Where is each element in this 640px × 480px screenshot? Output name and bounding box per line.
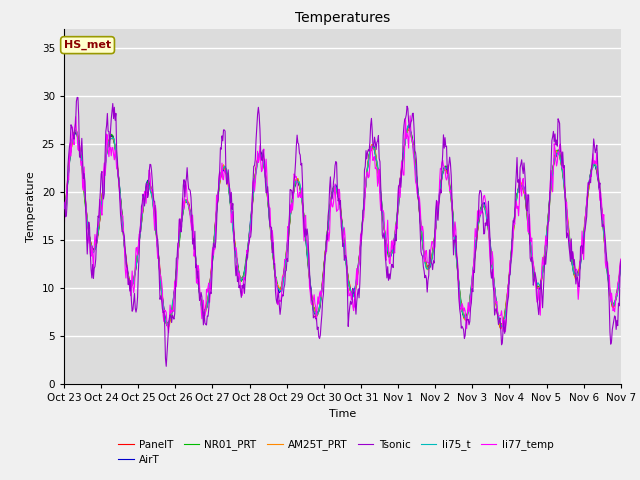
Tsonic (428, 261, 436, 267)
AM25T_PRT (70, 130, 78, 135)
PanelT (404, 127, 412, 133)
li75_t (214, 201, 221, 206)
X-axis label: Time: Time (329, 408, 356, 419)
li75_t (411, 160, 419, 166)
NR01_PRT (60, 219, 68, 225)
NR01_PRT (404, 124, 412, 130)
Tsonic (186, 186, 193, 192)
PanelT (428, 260, 435, 266)
PanelT (60, 216, 68, 222)
Tsonic (215, 178, 223, 183)
PanelT (617, 261, 625, 267)
Tsonic (60, 206, 68, 212)
PanelT (497, 326, 504, 332)
li77_temp (70, 142, 78, 147)
NR01_PRT (184, 200, 192, 206)
Line: AirT: AirT (64, 125, 621, 326)
NR01_PRT (70, 130, 78, 135)
NR01_PRT (411, 157, 419, 163)
AM25T_PRT (617, 261, 625, 266)
Text: HS_met: HS_met (64, 40, 111, 50)
AirT (214, 199, 221, 204)
li77_temp (60, 238, 68, 243)
AM25T_PRT (60, 220, 68, 226)
AM25T_PRT (497, 324, 504, 330)
Line: li75_t: li75_t (64, 125, 621, 326)
AM25T_PRT (411, 159, 419, 165)
Line: li77_temp: li77_temp (64, 116, 621, 333)
AM25T_PRT (428, 258, 435, 264)
PanelT (127, 281, 135, 287)
NR01_PRT (617, 257, 625, 263)
AirT (411, 159, 419, 165)
li75_t (127, 280, 135, 286)
Title: Temperatures: Temperatures (295, 11, 390, 25)
AirT (404, 122, 412, 128)
AM25T_PRT (406, 126, 413, 132)
Tsonic (70, 136, 78, 142)
Y-axis label: Temperature: Temperature (26, 171, 36, 242)
NR01_PRT (428, 258, 435, 264)
li77_temp (617, 256, 625, 262)
Tsonic (412, 150, 419, 156)
Line: PanelT: PanelT (64, 130, 621, 329)
NR01_PRT (214, 203, 221, 208)
li75_t (428, 260, 435, 265)
PanelT (184, 201, 192, 206)
li75_t (60, 216, 68, 222)
AirT (127, 282, 135, 288)
li77_temp (164, 330, 172, 336)
li75_t (617, 264, 625, 269)
li77_temp (428, 239, 436, 244)
li77_temp (406, 113, 414, 119)
NR01_PRT (497, 324, 504, 329)
AM25T_PRT (127, 283, 135, 288)
Line: Tsonic: Tsonic (64, 97, 621, 366)
PanelT (214, 201, 221, 206)
NR01_PRT (127, 284, 135, 289)
AirT (184, 201, 192, 206)
AirT (428, 259, 435, 264)
li77_temp (412, 179, 419, 185)
AirT (70, 131, 78, 136)
AirT (497, 323, 504, 329)
Line: AM25T_PRT: AM25T_PRT (64, 129, 621, 327)
PanelT (411, 156, 419, 161)
PanelT (70, 131, 78, 136)
Tsonic (617, 258, 625, 264)
AirT (60, 216, 68, 222)
Line: NR01_PRT: NR01_PRT (64, 127, 621, 326)
li77_temp (127, 283, 135, 289)
li75_t (184, 201, 192, 206)
AirT (617, 259, 625, 265)
AM25T_PRT (184, 199, 192, 204)
li75_t (70, 132, 78, 137)
Tsonic (128, 308, 136, 314)
li75_t (499, 324, 506, 329)
Legend: PanelT, AirT, NR01_PRT, AM25T_PRT, Tsonic, li75_t, li77_temp: PanelT, AirT, NR01_PRT, AM25T_PRT, Tsoni… (114, 435, 557, 469)
li77_temp (214, 195, 222, 201)
Tsonic (163, 363, 170, 369)
AM25T_PRT (214, 199, 221, 204)
Tsonic (74, 95, 81, 100)
li75_t (404, 122, 412, 128)
li77_temp (185, 203, 193, 209)
